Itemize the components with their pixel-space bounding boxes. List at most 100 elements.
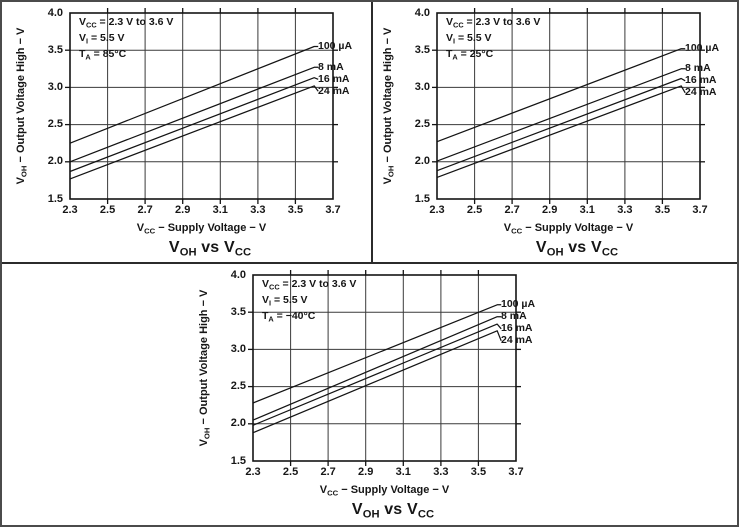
- x-tick-label: 2.9: [542, 204, 558, 216]
- x-axis-title: VCC − Supply Voltage − V: [136, 222, 267, 236]
- x-tick-label: 3.3: [433, 466, 449, 478]
- y-tick-label: 2.0: [414, 155, 430, 168]
- series-label-8-ma: 8 mA: [318, 60, 344, 73]
- y-axis-title: VOH − Output Voltage High − V: [198, 289, 212, 447]
- y-tick-label: 1.5: [47, 192, 63, 205]
- y-tick-label: 2.0: [230, 417, 246, 430]
- x-tick-label: 3.3: [250, 204, 266, 216]
- x-axis-title: VCC − Supply Voltage − V: [319, 484, 450, 498]
- subscript-text: CC: [511, 226, 523, 236]
- annotation-line: TA = 85°C: [79, 47, 127, 62]
- chart-title: VOH vs VCC: [351, 501, 435, 521]
- plot-frame: [436, 12, 701, 200]
- annotation-line: VI = 5.5 V: [446, 31, 492, 46]
- x-axis-title: VCC − Supply Voltage − V: [503, 222, 634, 236]
- subscript-text: I: [269, 298, 272, 308]
- plot-area: [248, 270, 521, 466]
- x-tick-label: 3.7: [508, 466, 524, 478]
- subscript-text: I: [453, 36, 456, 46]
- series-label-100-µa: 100 µA: [685, 42, 720, 55]
- y-tick-label: 2.5: [230, 380, 246, 393]
- chart-panel-ta-85c: 100 µA 8 mA 16 mA 24 mA 1.5 2.0 2.5 3.0 3.5 4.0 2.…: [3, 3, 373, 265]
- x-tick-label: 3.1: [212, 204, 228, 216]
- y-tick-label: 2.5: [414, 118, 430, 131]
- annotation-line: TA = −40°C: [262, 309, 316, 324]
- series-line-8-ma: [69, 66, 319, 163]
- y-axis-title: VOH − Output Voltage High − V: [382, 27, 396, 185]
- subscript-text: A: [268, 314, 274, 324]
- subscript-text: OH: [362, 508, 380, 521]
- series-label-100-µa: 100 µA: [318, 39, 353, 52]
- annotation-line: TA = 25°C: [446, 47, 494, 62]
- x-tick-label: 2.7: [137, 204, 153, 216]
- subscript-text: OH: [386, 165, 396, 178]
- series-line-100-µa: [69, 45, 319, 144]
- series-label-100-µa: 100 µA: [501, 298, 536, 311]
- x-tick-label: 3.3: [617, 204, 633, 216]
- y-tick-label: 4.0: [230, 268, 246, 281]
- subscript-text: CC: [86, 20, 97, 30]
- chart-panel-ta-minus40c: 100 µA 8 mA 16 mA 24 mA 1.5 2.0 2.5 3.0 3.5 4.0 2.…: [186, 265, 556, 525]
- chart-panel-ta-25c: 100 µA 8 mA 16 mA 24 mA 1.5 2.0 2.5 3.0 3.5 4.0 2.…: [370, 3, 737, 265]
- y-tick-label: 3.0: [47, 80, 63, 93]
- subscript-text: CC: [234, 246, 252, 259]
- subscript-text: CC: [601, 246, 619, 259]
- y-tick-label: 4.0: [414, 6, 430, 19]
- y-tick-label: 3.5: [230, 305, 246, 318]
- annotation-line: VCC = 2.3 V to 3.6 V: [262, 278, 357, 292]
- series-line-16-ma: [252, 323, 502, 426]
- subscript-text: OH: [179, 246, 197, 259]
- y-tick-label: 1.5: [414, 192, 430, 205]
- y-tick-label: 2.5: [47, 118, 63, 131]
- x-tick-label: 3.5: [654, 204, 671, 216]
- series-line-16-ma: [69, 77, 319, 173]
- subscript-text: A: [452, 52, 458, 62]
- series-line-24-ma: [69, 85, 319, 180]
- series-line-24-ma: [436, 85, 686, 178]
- series-line-100-µa: [252, 304, 502, 404]
- series-line-100-µa: [436, 48, 686, 143]
- x-tick-label: 3.7: [692, 204, 708, 216]
- test-conditions-annotation: VCC = 2.3 V to 3.6 V VI = 5.5 V TA = 85°C: [79, 16, 173, 64]
- x-tick-label: 3.1: [395, 466, 411, 478]
- subscript-text: OH: [19, 165, 29, 178]
- subscript-text: I: [86, 36, 89, 46]
- series-label-8-ma: 8 mA: [501, 310, 527, 323]
- x-tick-label: 2.7: [504, 204, 520, 216]
- chart-title: VOH vs VCC: [535, 239, 619, 259]
- x-tick-label: 2.9: [175, 204, 191, 216]
- annotation-line: VI = 5.5 V: [79, 31, 125, 46]
- series-line-24-ma: [252, 330, 502, 434]
- plot-frame: [69, 12, 334, 200]
- x-tick-label: 2.3: [245, 466, 261, 478]
- plot-frame: [252, 274, 517, 462]
- plot-area: [432, 8, 705, 204]
- plot-area: [65, 8, 338, 204]
- x-tick-label: 3.1: [579, 204, 595, 216]
- subscript-text: A: [85, 52, 91, 62]
- subscript-text: CC: [269, 282, 280, 292]
- series-label-8-ma: 8 mA: [685, 62, 711, 75]
- y-tick-label: 2.0: [47, 155, 63, 168]
- series-line-16-ma: [436, 77, 686, 172]
- y-tick-label: 1.5: [230, 454, 246, 467]
- x-tick-label: 2.5: [99, 204, 116, 216]
- panel-divider-horizontal: [2, 262, 737, 264]
- subscript-text: CC: [327, 488, 339, 498]
- chart-title: VOH vs VCC: [168, 239, 252, 259]
- y-tick-label: 3.0: [414, 80, 430, 93]
- subscript-text: CC: [453, 20, 464, 30]
- annotation-line: VCC = 2.3 V to 3.6 V: [446, 16, 541, 30]
- subscript-text: OH: [546, 246, 564, 259]
- x-tick-label: 3.7: [325, 204, 341, 216]
- subscript-text: CC: [417, 508, 435, 521]
- x-tick-label: 2.9: [358, 466, 374, 478]
- series-line-8-ma: [436, 68, 686, 162]
- x-tick-label: 3.5: [287, 204, 304, 216]
- y-axis-title: VOH − Output Voltage High − V: [15, 27, 29, 185]
- subscript-text: CC: [144, 226, 156, 236]
- test-conditions-annotation: VCC = 2.3 V to 3.6 V VI = 5.5 V TA = 25°C: [446, 16, 540, 64]
- x-tick-label: 2.7: [320, 466, 336, 478]
- y-tick-label: 3.0: [230, 342, 246, 355]
